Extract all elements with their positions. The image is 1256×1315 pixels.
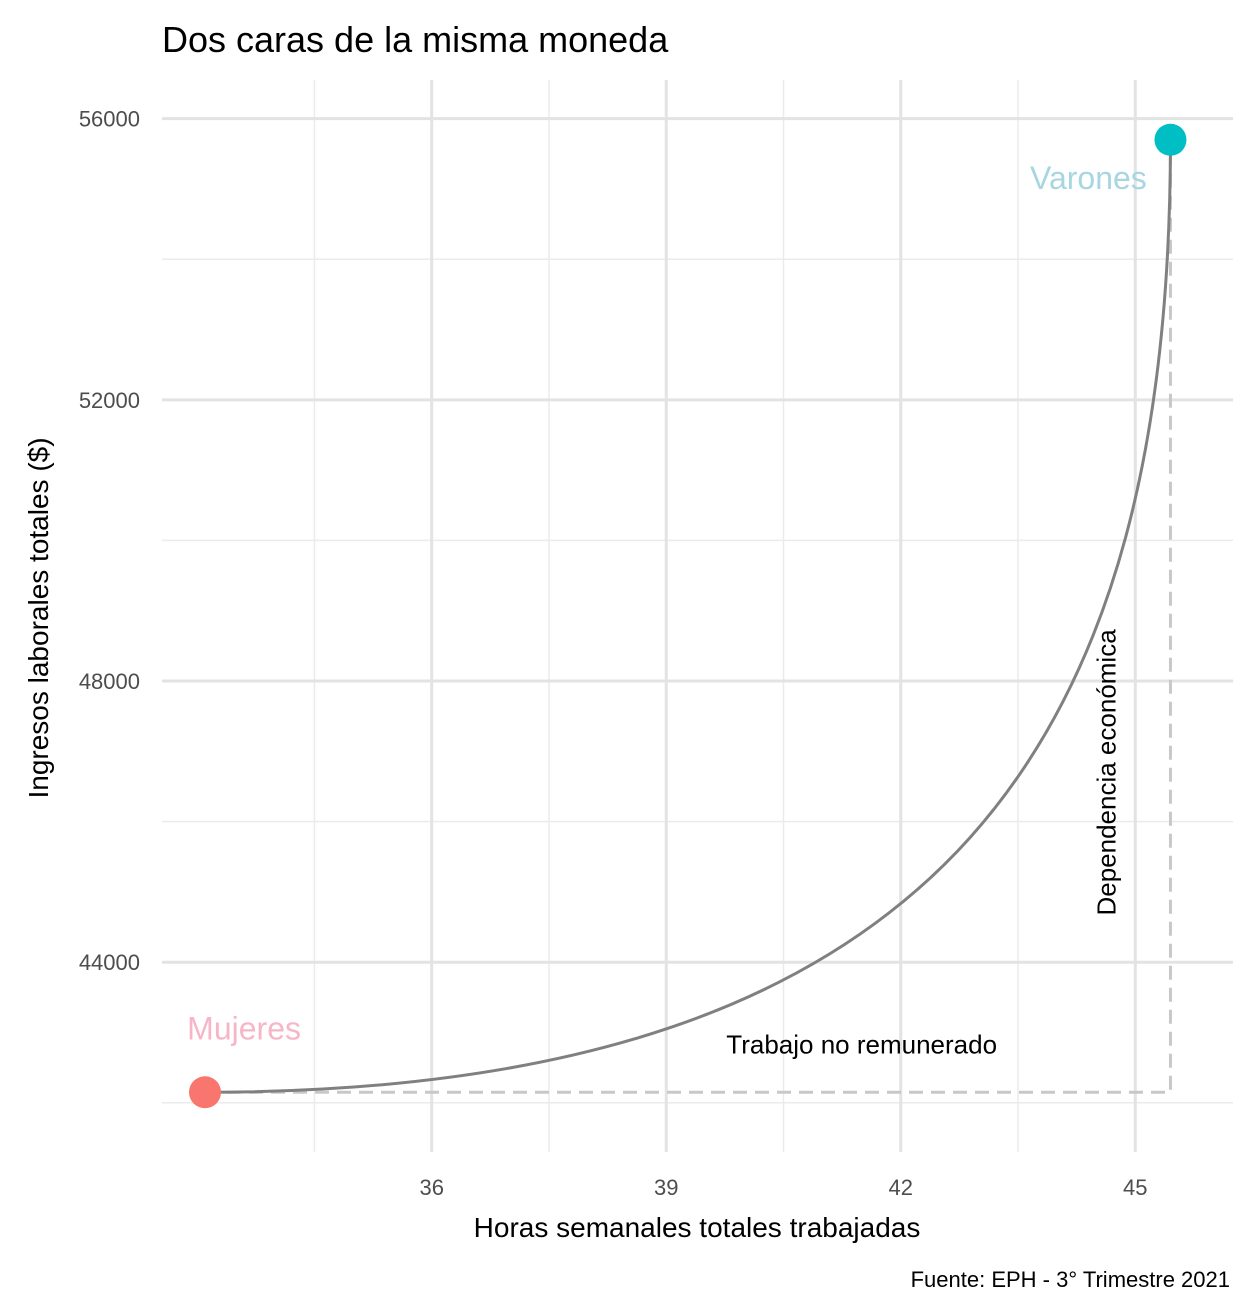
major-gridlines [162, 80, 1233, 1152]
x-tick-label: 36 [419, 1175, 443, 1200]
x-tick-label: 39 [654, 1175, 678, 1200]
chart-caption: Fuente: EPH - 3° Trimestre 2021 [911, 1267, 1230, 1292]
y-tick-label: 52000 [79, 388, 140, 413]
point-label-mujeres: Mujeres [187, 1011, 301, 1047]
dashed-guides [204, 139, 1172, 1094]
chart-title: Dos caras de la misma moneda [162, 19, 669, 60]
point-labels: Mujeres Varones [187, 160, 1147, 1047]
y-tick-label: 44000 [79, 950, 140, 975]
annotation-trabajo-no-remunerado: Trabajo no remunerado [726, 1030, 997, 1060]
x-tick-label: 45 [1123, 1175, 1147, 1200]
y-tick-label: 48000 [79, 669, 140, 694]
minor-gridlines [162, 80, 1233, 1152]
dashed-guide-line [204, 139, 1172, 1094]
data-points [188, 123, 1187, 1109]
annotation-dependencia-economica: Dependencia económica [1092, 629, 1122, 916]
point-label-varones: Varones [1030, 160, 1147, 196]
x-axis-title: Horas semanales totales trabajadas [474, 1212, 921, 1243]
connecting-curve [204, 139, 1172, 1094]
y-tick-label: 56000 [79, 107, 140, 132]
y-tick-labels: 44000 48000 52000 56000 [79, 107, 140, 976]
x-tick-label: 42 [889, 1175, 913, 1200]
data-point-varones [1154, 123, 1187, 156]
data-point-mujeres [188, 1076, 221, 1109]
x-tick-labels: 36 39 42 45 [419, 1175, 1147, 1200]
annotations: Trabajo no remunerado Dependencia económi… [726, 629, 1121, 1060]
y-axis-title: Ingresos laborales totales ($) [23, 437, 54, 798]
